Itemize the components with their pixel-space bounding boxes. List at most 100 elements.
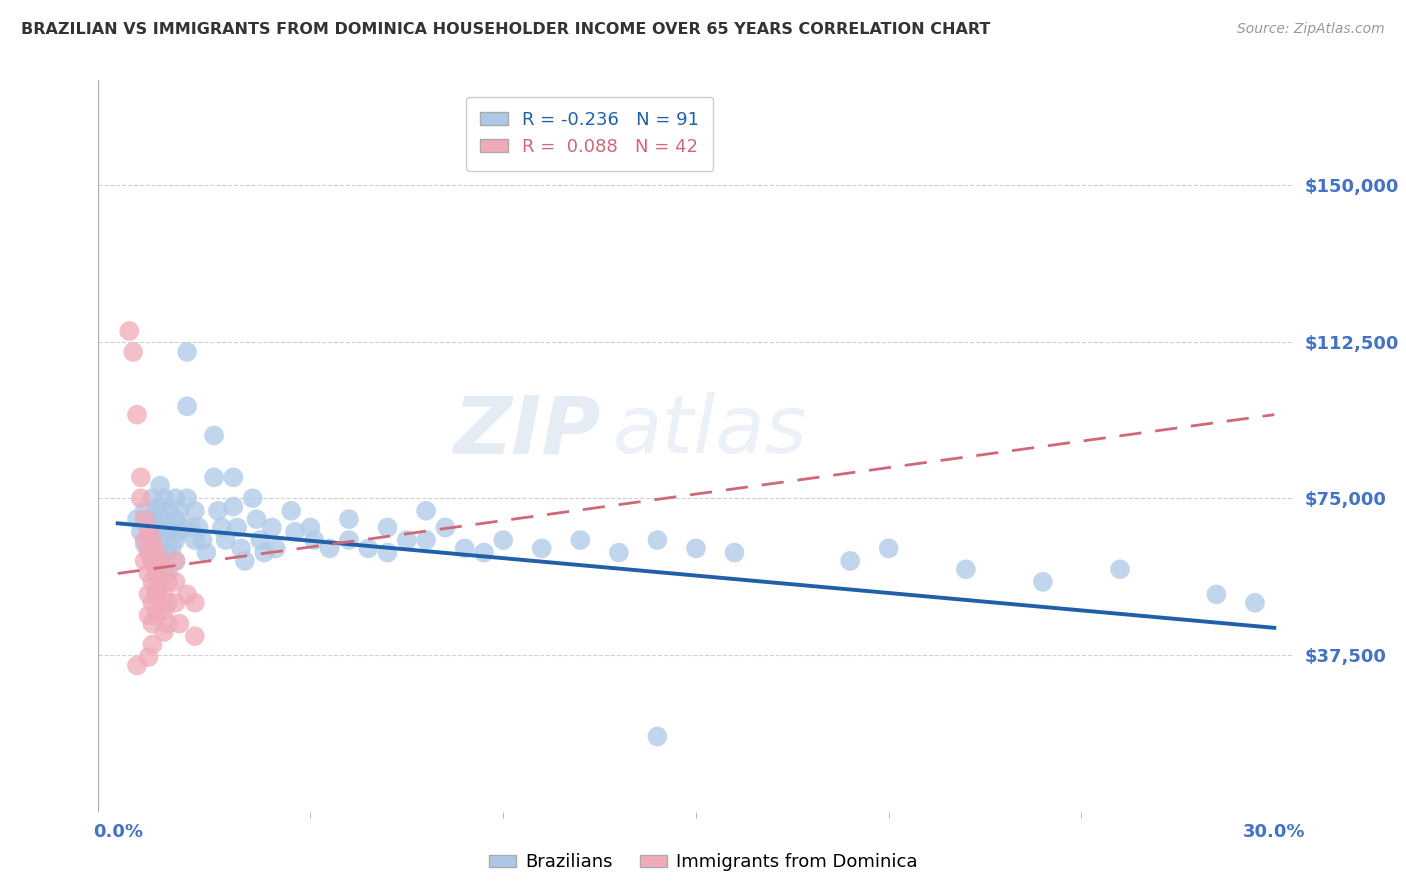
Point: [145, 524, 167, 539]
Point: [141, 533, 163, 547]
Point: [1244, 596, 1267, 610]
Point: [169, 616, 191, 631]
Point: [299, 520, 322, 534]
Point: [434, 520, 457, 534]
Point: [153, 625, 176, 640]
Point: [141, 533, 163, 547]
Point: [165, 596, 187, 610]
Point: [160, 541, 183, 556]
Point: [149, 520, 172, 534]
Point: [149, 574, 172, 589]
Point: [877, 541, 900, 556]
Y-axis label: Householder Income Over 65 years: Householder Income Over 65 years: [0, 310, 7, 582]
Point: [145, 545, 167, 559]
Point: [138, 608, 160, 623]
Point: [211, 520, 233, 534]
Point: [955, 562, 977, 576]
Point: [685, 541, 707, 556]
Point: [145, 566, 167, 581]
Point: [472, 545, 495, 559]
Point: [153, 491, 176, 506]
Point: [530, 541, 553, 556]
Point: [165, 491, 187, 506]
Point: [145, 583, 167, 598]
Point: [149, 479, 172, 493]
Point: [153, 554, 176, 568]
Point: [134, 533, 156, 547]
Point: [377, 545, 399, 559]
Point: [184, 533, 207, 547]
Point: [129, 524, 152, 539]
Point: [492, 533, 515, 547]
Point: [165, 554, 187, 568]
Point: [357, 541, 380, 556]
Point: [176, 587, 198, 601]
Point: [156, 566, 179, 581]
Point: [184, 504, 207, 518]
Point: [125, 408, 148, 422]
Point: [377, 520, 399, 534]
Point: [138, 650, 160, 665]
Point: [156, 596, 179, 610]
Point: [141, 491, 163, 506]
Point: [145, 608, 167, 623]
Point: [187, 520, 209, 534]
Point: [141, 638, 163, 652]
Point: [207, 504, 229, 518]
Point: [153, 562, 176, 576]
Point: [415, 533, 437, 547]
Point: [165, 554, 187, 568]
Point: [165, 574, 187, 589]
Point: [156, 574, 179, 589]
Text: BRAZILIAN VS IMMIGRANTS FROM DOMINICA HOUSEHOLDER INCOME OVER 65 YEARS CORRELATI: BRAZILIAN VS IMMIGRANTS FROM DOMINICA HO…: [21, 22, 990, 37]
Point: [125, 512, 148, 526]
Point: [319, 541, 342, 556]
Point: [184, 629, 207, 643]
Point: [145, 566, 167, 581]
Point: [141, 596, 163, 610]
Point: [156, 616, 179, 631]
Point: [176, 345, 198, 359]
Point: [134, 537, 156, 551]
Point: [138, 587, 160, 601]
Point: [176, 491, 198, 506]
Point: [156, 524, 179, 539]
Point: [165, 512, 187, 526]
Point: [280, 504, 302, 518]
Point: [647, 533, 669, 547]
Point: [245, 512, 267, 526]
Point: [145, 504, 167, 518]
Point: [264, 541, 287, 556]
Point: [214, 533, 236, 547]
Point: [134, 504, 156, 518]
Point: [153, 583, 176, 598]
Point: [1205, 587, 1227, 601]
Point: [202, 470, 225, 484]
Point: [723, 545, 745, 559]
Point: [141, 554, 163, 568]
Point: [153, 512, 176, 526]
Point: [242, 491, 264, 506]
Point: [569, 533, 592, 547]
Point: [125, 658, 148, 673]
Point: [180, 520, 202, 534]
Point: [249, 533, 271, 547]
Point: [149, 541, 172, 556]
Point: [153, 604, 176, 618]
Point: [134, 554, 156, 568]
Point: [134, 512, 156, 526]
Point: [141, 512, 163, 526]
Point: [453, 541, 475, 556]
Point: [195, 545, 218, 559]
Point: [647, 730, 669, 744]
Legend: Brazilians, Immigrants from Dominica: Brazilians, Immigrants from Dominica: [482, 847, 924, 879]
Point: [145, 587, 167, 601]
Point: [229, 541, 252, 556]
Point: [222, 500, 245, 514]
Point: [149, 596, 172, 610]
Point: [233, 554, 256, 568]
Point: [253, 545, 276, 559]
Point: [138, 566, 160, 581]
Point: [191, 533, 214, 547]
Point: [1109, 562, 1132, 576]
